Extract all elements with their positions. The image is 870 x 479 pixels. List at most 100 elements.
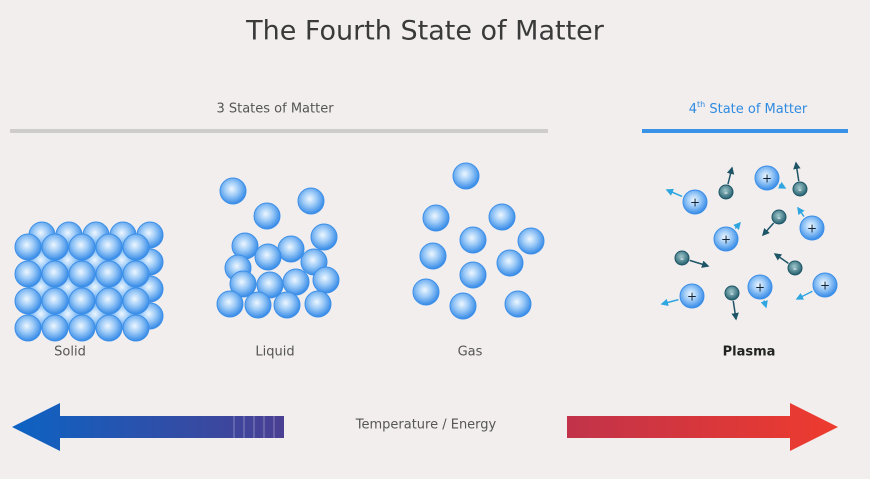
particle — [310, 223, 338, 251]
motion-arrow — [689, 259, 710, 268]
electron — [771, 209, 787, 225]
motion-arrow — [760, 300, 768, 309]
electron-sign: - — [730, 287, 734, 300]
particle — [68, 314, 96, 342]
motion-arrow — [726, 166, 735, 185]
particle — [229, 270, 257, 298]
particle — [122, 287, 150, 315]
particle — [282, 268, 310, 296]
state-label: Gas — [458, 345, 483, 360]
electron-sign: - — [724, 186, 728, 199]
electron-sign: - — [798, 183, 802, 196]
particle — [41, 287, 69, 315]
particle — [41, 314, 69, 342]
particle — [488, 203, 516, 231]
particle — [244, 291, 272, 319]
group-line — [10, 129, 548, 133]
motion-arrow — [793, 161, 801, 182]
particle — [747, 274, 773, 300]
particle — [219, 177, 247, 205]
particle — [122, 233, 150, 261]
particle — [304, 290, 332, 318]
electron-sign: - — [777, 211, 781, 224]
particle — [122, 260, 150, 288]
label-part: 4 — [689, 102, 697, 117]
ion-sign: + — [690, 196, 700, 210]
particle — [68, 260, 96, 288]
particle — [122, 314, 150, 342]
electron — [674, 250, 690, 266]
particle — [452, 162, 480, 190]
ion-sign: + — [807, 222, 817, 236]
hot-arrow — [567, 403, 838, 451]
particle — [14, 260, 42, 288]
particle — [449, 292, 477, 320]
motion-arrow — [660, 298, 679, 307]
particle — [459, 261, 487, 289]
particle — [277, 235, 305, 263]
particles: + + + + + + + - - - - - - — [14, 161, 838, 342]
particle — [41, 233, 69, 261]
particle — [412, 278, 440, 306]
particle — [41, 260, 69, 288]
ion-sign: + — [820, 279, 830, 293]
motion-arrow — [773, 253, 789, 265]
group-label: 3 States of Matter — [216, 102, 334, 117]
particle — [812, 272, 838, 298]
label-part: State of Matter — [705, 102, 808, 117]
particle — [504, 290, 532, 318]
particle — [95, 287, 123, 315]
particle — [68, 233, 96, 261]
ion-sign: + — [762, 172, 772, 186]
electron — [787, 260, 803, 276]
particle — [682, 189, 708, 215]
particle — [14, 287, 42, 315]
electron — [792, 181, 808, 197]
particle — [14, 233, 42, 261]
particle — [754, 165, 780, 191]
ion-sign: + — [687, 290, 697, 304]
particle — [312, 266, 340, 294]
motion-arrow — [665, 188, 683, 198]
group-line — [642, 129, 848, 133]
particle — [95, 260, 123, 288]
electron — [724, 285, 740, 301]
particle — [517, 227, 545, 255]
title: The Fourth State of Matter — [245, 16, 605, 47]
motion-arrow — [762, 222, 775, 237]
particle — [496, 249, 524, 277]
motion-arrow — [797, 206, 805, 217]
motion-arrow — [733, 221, 741, 230]
particle — [799, 215, 825, 241]
particle — [459, 226, 487, 254]
state-label: Liquid — [255, 345, 294, 360]
particle — [95, 233, 123, 261]
particle — [419, 242, 447, 270]
particle — [679, 283, 705, 309]
label-part: th — [697, 100, 705, 109]
particle — [422, 204, 450, 232]
state-label: Plasma — [723, 345, 776, 360]
particle — [68, 287, 96, 315]
particle — [254, 243, 282, 271]
particle — [216, 290, 244, 318]
particle — [297, 187, 325, 215]
particle — [14, 314, 42, 342]
electron-sign: - — [680, 252, 684, 265]
state-label: Solid — [54, 345, 86, 360]
electron — [718, 184, 734, 200]
particle — [95, 314, 123, 342]
ion-sign: + — [755, 281, 765, 295]
cold-arrow — [12, 403, 284, 451]
ion-sign: + — [721, 233, 731, 247]
electron-sign: - — [793, 262, 797, 275]
particle — [713, 226, 739, 252]
axis-label: Temperature / Energy — [355, 418, 497, 433]
particle — [253, 202, 281, 230]
particle — [273, 291, 301, 319]
group-label: 4th State of Matter — [689, 100, 808, 117]
motion-arrow — [731, 300, 739, 321]
motion-arrow — [795, 290, 813, 300]
